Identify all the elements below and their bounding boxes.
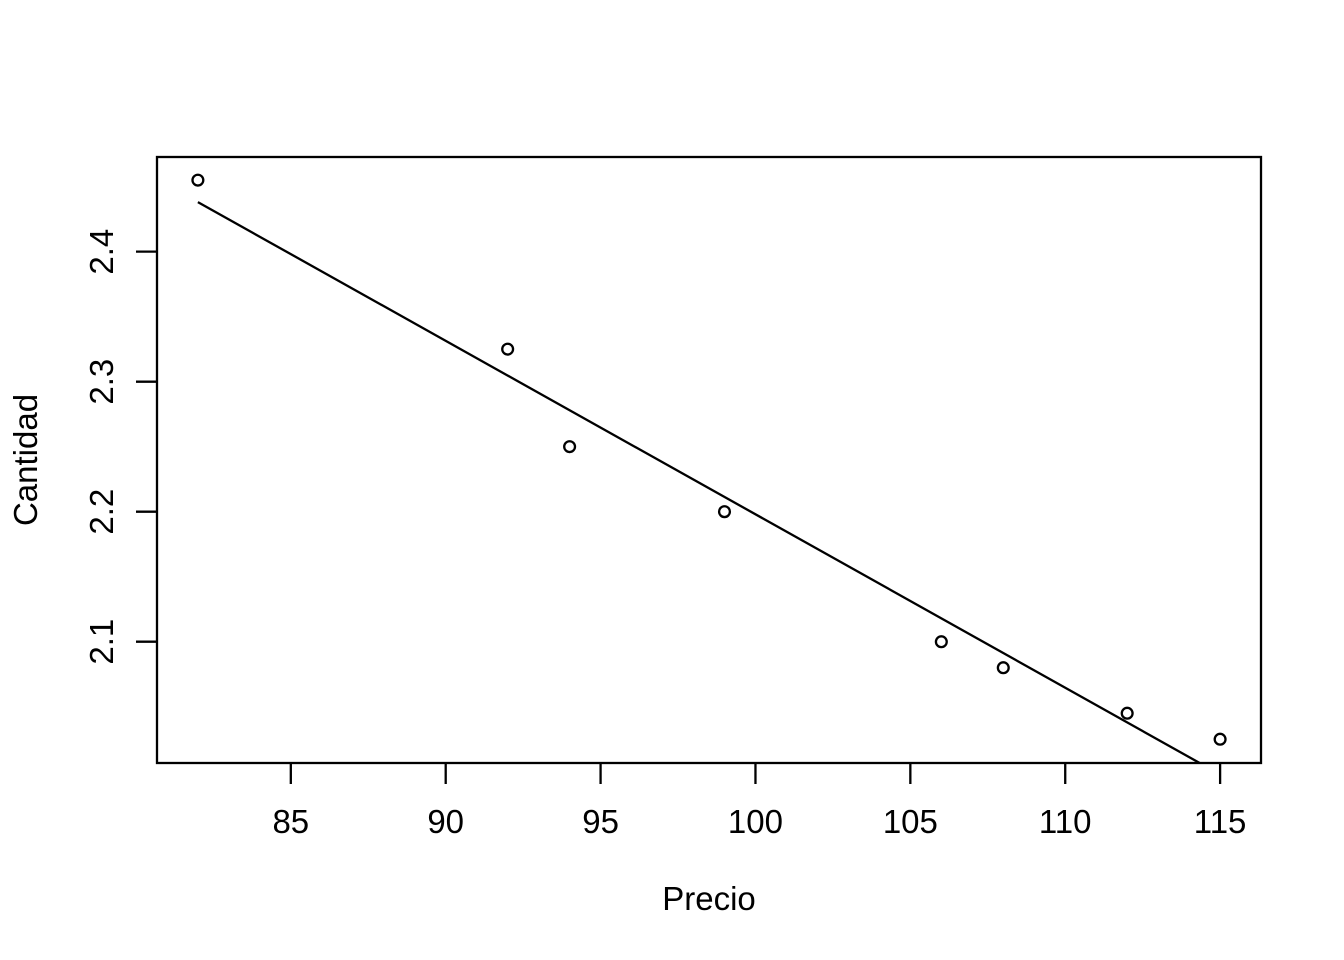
data-point	[934, 635, 948, 649]
x-tick-label: 90	[427, 803, 464, 840]
data-point	[1213, 732, 1227, 746]
x-tick-label: 95	[582, 803, 619, 840]
data-point	[1120, 706, 1134, 720]
x-tick-label: 85	[272, 803, 309, 840]
x-tick-label: 100	[728, 803, 783, 840]
data-points	[191, 173, 1227, 746]
y-axis: 2.1 2.2 2.3 2.4	[83, 229, 157, 665]
data-point	[191, 173, 205, 187]
y-tick-label: 2.2	[83, 489, 120, 535]
regression-line-group	[197, 201, 1203, 763]
data-point	[717, 505, 732, 519]
data-point	[996, 661, 1010, 675]
y-tick-label: 2.4	[83, 229, 120, 275]
regression-line	[197, 201, 1203, 763]
x-axis: 85 90 95 100 105 110 115	[272, 763, 1246, 840]
y-tick-label: 2.3	[83, 359, 120, 405]
y-axis-label: Cantidad	[7, 394, 44, 526]
y-tick-label: 2.1	[83, 619, 120, 665]
x-tick-label: 115	[1194, 803, 1247, 840]
data-point	[563, 440, 577, 454]
data-point	[501, 342, 515, 356]
plot-box	[155, 155, 1263, 765]
x-tick-label: 105	[883, 803, 938, 840]
x-tick-label: 110	[1039, 803, 1092, 840]
x-axis-label: Precio	[662, 880, 756, 917]
